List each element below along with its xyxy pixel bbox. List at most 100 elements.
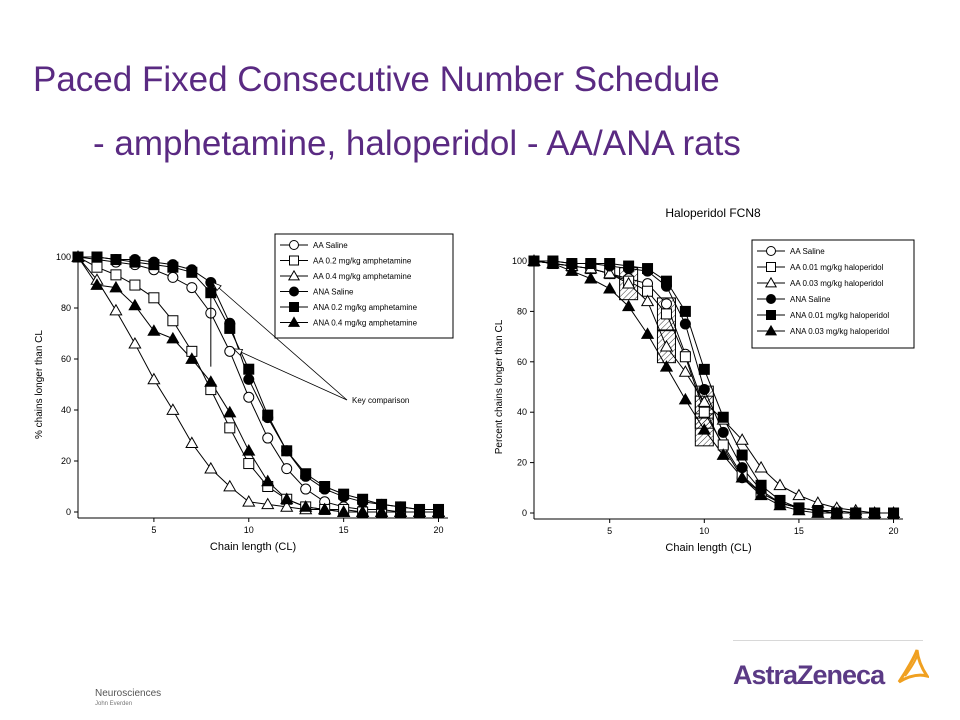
annotation-arrow	[233, 348, 348, 401]
data-point-ana-0-03-mg-kg-haloperidol	[716, 448, 730, 460]
data-point-ana-0-2-mg-kg-amphetamine	[148, 259, 160, 271]
data-point-ana-0-2-mg-kg-amphetamine	[243, 363, 255, 375]
data-point-aa-0-2-mg-kg-amphetamine	[129, 279, 141, 291]
y-tick-label: 0	[522, 508, 527, 518]
legend-label: ANA 0.01 mg/kg haloperidol	[790, 311, 889, 320]
astrazeneca-logo: AstraZeneca	[733, 640, 929, 692]
data-point-aa-0-2-mg-kg-amphetamine	[224, 422, 236, 434]
legend-marker-aa-saline	[289, 240, 299, 250]
data-point-ana-0-4-mg-kg-amphetamine	[128, 298, 142, 311]
data-point-ana-0-2-mg-kg-amphetamine	[262, 409, 274, 421]
legend-label: ANA 0.03 mg/kg haloperidol	[790, 327, 889, 336]
annotation-arrow	[212, 282, 348, 401]
data-point-ana-0-03-mg-kg-haloperidol	[622, 299, 636, 312]
data-point-ana-0-4-mg-kg-amphetamine	[337, 505, 351, 517]
data-point-ana-0-01-mg-kg-haloperidol	[736, 449, 748, 461]
legend-marker-ana-saline	[289, 286, 299, 297]
footer-author: John Everden	[95, 701, 133, 707]
data-point-ana-0-4-mg-kg-amphetamine	[280, 492, 294, 505]
data-point-aa-saline	[243, 391, 255, 403]
y-tick-label: 40	[61, 405, 71, 415]
data-point-ana-0-03-mg-kg-haloperidol	[830, 506, 844, 518]
x-tick-label: 10	[699, 526, 709, 536]
data-point-ana-saline	[243, 373, 255, 385]
data-point-aa-0-01-mg-kg-haloperidol	[679, 351, 691, 363]
data-point-aa-0-4-mg-kg-amphetamine	[280, 500, 294, 512]
data-point-aa-0-03-mg-kg-haloperidol	[622, 276, 636, 289]
data-point-ana-0-03-mg-kg-haloperidol	[811, 506, 825, 518]
y-tick-label: 60	[517, 357, 527, 367]
data-point-ana-0-2-mg-kg-amphetamine	[110, 254, 122, 266]
data-point-ana-0-2-mg-kg-amphetamine	[224, 322, 236, 334]
y-tick-label: 0	[66, 507, 71, 517]
data-point-aa-saline	[167, 271, 179, 283]
data-point-ana-0-2-mg-kg-amphetamine	[186, 266, 198, 278]
data-point-ana-saline	[679, 318, 691, 330]
x-tick-label: 15	[794, 526, 804, 536]
data-point-aa-saline	[262, 432, 274, 444]
data-point-ana-saline	[717, 426, 729, 438]
data-point-ana-0-2-mg-kg-amphetamine	[167, 261, 179, 273]
data-point-ana-0-2-mg-kg-amphetamine	[281, 445, 293, 457]
x-tick-label: 5	[151, 525, 156, 535]
legend-label: AA Saline	[790, 247, 825, 256]
x-tick-label: 20	[889, 526, 899, 536]
data-point-aa-saline	[224, 345, 236, 357]
legend-label: AA 0.4 mg/kg amphetamine	[313, 272, 412, 281]
y-tick-label: 20	[517, 458, 527, 468]
data-point-ana-0-2-mg-kg-amphetamine	[357, 493, 369, 505]
data-point-ana-0-4-mg-kg-amphetamine	[431, 505, 446, 517]
data-point-aa-0-2-mg-kg-amphetamine	[110, 269, 122, 281]
x-tick-label: 20	[434, 525, 444, 535]
data-point-ana-0-03-mg-kg-haloperidol	[678, 392, 692, 405]
data-point-aa-0-4-mg-kg-amphetamine	[109, 303, 123, 316]
data-point-aa-0-01-mg-kg-haloperidol	[660, 308, 672, 320]
data-point-ana-0-03-mg-kg-haloperidol	[868, 506, 882, 518]
data-point-ana-0-4-mg-kg-amphetamine	[71, 250, 85, 262]
data-point-ana-0-4-mg-kg-amphetamine	[147, 324, 161, 336]
data-point-aa-saline	[660, 298, 672, 310]
legend-marker-aa-saline	[766, 246, 776, 256]
data-point-ana-0-03-mg-kg-haloperidol	[659, 360, 674, 372]
x-tick-label: 15	[339, 525, 349, 535]
data-point-aa-0-03-mg-kg-haloperidol	[603, 266, 617, 279]
data-point-aa-saline	[281, 463, 293, 475]
data-point-ana-0-4-mg-kg-amphetamine	[393, 505, 408, 517]
data-point-ana-0-4-mg-kg-amphetamine	[242, 444, 256, 456]
data-point-ana-0-4-mg-kg-amphetamine	[204, 375, 218, 387]
legend-label: ANA Saline	[790, 295, 831, 304]
data-point-aa-0-4-mg-kg-amphetamine	[261, 497, 275, 510]
y-tick-label: 20	[61, 456, 71, 466]
data-point-aa-0-01-mg-kg-haloperidol	[698, 406, 710, 418]
x-axis-label: Chain length (CL)	[665, 542, 751, 554]
data-point-ana-0-03-mg-kg-haloperidol	[773, 498, 787, 511]
legend-marker-ana-saline	[766, 294, 776, 304]
data-point-ana-0-4-mg-kg-amphetamine	[90, 278, 104, 290]
legend-marker-ana-0-03-mg-kg-haloperidol	[764, 324, 778, 336]
data-point-ana-0-4-mg-kg-amphetamine	[185, 352, 199, 364]
data-point-aa-0-4-mg-kg-amphetamine	[204, 461, 218, 474]
data-point-aa-0-03-mg-kg-haloperidol	[754, 460, 768, 473]
data-point-ana-0-2-mg-kg-amphetamine	[300, 468, 312, 480]
data-point-aa-0-4-mg-kg-amphetamine	[147, 372, 161, 385]
data-point-ana-0-03-mg-kg-haloperidol	[565, 264, 579, 276]
legend-marker-ana-0-2-mg-kg-amphetamine	[289, 302, 299, 312]
data-point-ana-0-03-mg-kg-haloperidol	[640, 327, 655, 339]
data-point-ana-0-2-mg-kg-amphetamine	[91, 251, 103, 263]
data-point-ana-0-4-mg-kg-amphetamine	[318, 502, 332, 515]
data-point-aa-0-4-mg-kg-amphetamine	[185, 436, 199, 448]
chart-haloperidol: 0 20 40 60 80 100 5 10 15 20 Chain length (CL) Perc…	[494, 206, 915, 554]
data-point-ana-0-01-mg-kg-haloperidol	[679, 305, 691, 317]
data-point-aa-0-2-mg-kg-amphetamine	[243, 458, 255, 470]
data-point-ana-0-2-mg-kg-amphetamine	[338, 488, 350, 500]
y-tick-label: 100	[512, 256, 527, 266]
legend-box	[274, 233, 454, 339]
legend-label: AA 0.03 mg/kg haloperidol	[790, 279, 884, 288]
data-point-ana-0-01-mg-kg-haloperidol	[585, 258, 597, 270]
data-point-ana-0-4-mg-kg-amphetamine	[166, 331, 180, 344]
data-point-ana-0-4-mg-kg-amphetamine	[223, 405, 237, 418]
data-point-ana-0-4-mg-kg-amphetamine	[374, 505, 389, 517]
annotation-arrowhead	[232, 348, 244, 356]
data-point-ana-0-2-mg-kg-amphetamine	[319, 481, 331, 492]
